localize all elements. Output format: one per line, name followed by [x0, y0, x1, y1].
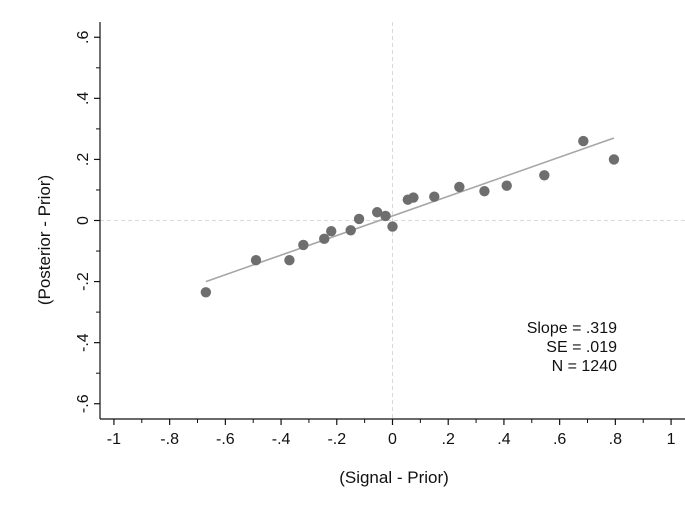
data-point: [250, 255, 262, 266]
data-point: [408, 192, 419, 203]
slope-annotation: Slope = .319: [527, 320, 617, 337]
data-point: [539, 170, 550, 181]
reference-lines: [100, 22, 685, 419]
y-axis-title: (Posterior - Prior): [35, 175, 54, 305]
data-point: [319, 233, 330, 245]
x-tick-label: -.4: [272, 431, 291, 448]
data-point: [326, 225, 337, 237]
x-tick-label: -.8: [160, 431, 179, 448]
data-point: [387, 221, 398, 232]
data-point: [380, 210, 391, 222]
fit-line: [205, 137, 615, 283]
tick-labels: -1 -.8 -.6 -.4 -.2 0 .2 .4 .6 .8 1 -.6 -.4 -.2 0 .2 .4 .6: [75, 30, 676, 448]
y-tick-label: .4: [75, 92, 92, 105]
data-point: [479, 185, 490, 197]
fit-line-group: [205, 137, 615, 283]
y-tick-label: .6: [75, 30, 92, 43]
y-tick-label: .2: [75, 153, 92, 166]
x-tick-label: -.6: [216, 431, 235, 448]
se-annotation: SE = .019: [546, 339, 617, 356]
y-tick-label: -.2: [75, 272, 92, 291]
data-point: [200, 287, 212, 298]
x-axis-title: (Signal - Prior): [339, 468, 449, 487]
y-tick-label: 0: [75, 216, 92, 225]
data-points: [200, 135, 620, 298]
data-point: [345, 225, 356, 236]
x-tick-label: 1: [667, 431, 676, 448]
data-point: [371, 207, 383, 218]
x-tick-label: .8: [609, 431, 622, 448]
y-tick-label: -.6: [75, 394, 92, 413]
data-point: [429, 191, 440, 202]
data-point: [501, 180, 512, 191]
x-tick-label: .6: [553, 431, 566, 448]
data-point: [608, 154, 620, 165]
data-point: [353, 213, 365, 225]
x-tick-label: -.2: [327, 431, 346, 448]
n-annotation: N = 1240: [552, 358, 617, 375]
x-tick-label: .4: [497, 431, 510, 448]
x-tick-label: .2: [442, 431, 455, 448]
data-point: [454, 181, 465, 193]
y-tick-label: -.4: [75, 333, 92, 352]
data-point: [298, 239, 309, 251]
data-point: [284, 255, 295, 266]
x-tick-label: -1: [107, 431, 121, 448]
x-tick-label: 0: [388, 431, 397, 448]
axes: [94, 22, 685, 425]
data-point: [578, 135, 589, 147]
